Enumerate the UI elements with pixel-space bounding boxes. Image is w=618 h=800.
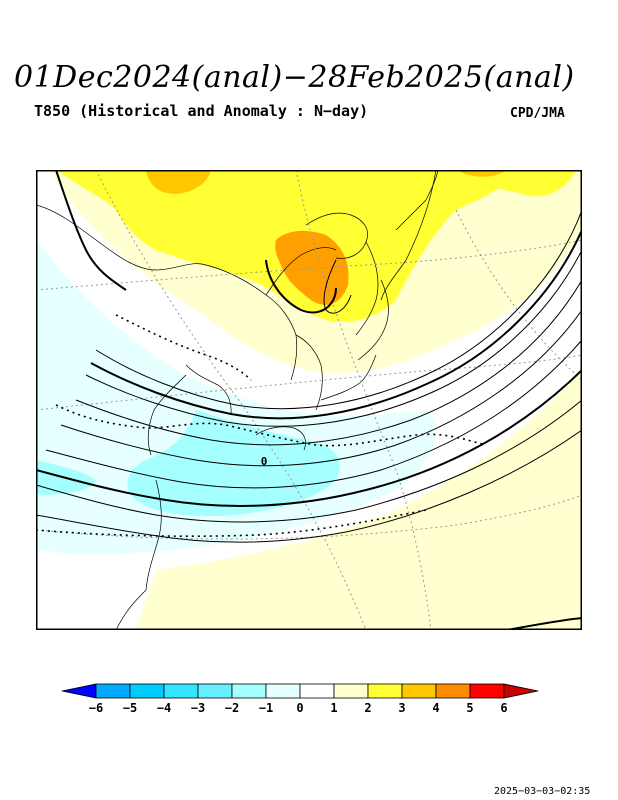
colorbar-segment	[197, 683, 233, 699]
colorbar-tick-label: 0	[296, 701, 303, 715]
colorbar-segment	[503, 683, 539, 699]
coastlines	[36, 170, 439, 630]
timestamp: 2025−03−03−02:35	[494, 786, 591, 797]
warm-anomaly-plus3-east	[456, 170, 506, 177]
colorbar-tick-label: 6	[500, 701, 507, 715]
agency-label: CPD/JMA	[510, 106, 565, 121]
colorbar-tick-label: −5	[123, 701, 137, 715]
colorbar-segment	[231, 683, 267, 699]
colorbar: −6 −5 −4 −3 −2 −1 0 1 2 3 4 5 6	[61, 683, 539, 715]
page-subtitle: T850 (Historical and Anomaly : N−day)	[34, 102, 369, 120]
temperature-contours	[36, 209, 582, 543]
zero-anomaly-contour	[36, 314, 487, 537]
colorbar-tick-label: 5	[466, 701, 473, 715]
warm-anomaly-plus1-south	[136, 370, 582, 630]
contour-label: 0	[261, 455, 268, 468]
colorbar-segment	[401, 683, 437, 699]
colorbar-tick-label: −1	[259, 701, 273, 715]
colorbar-tick-label: −4	[157, 701, 171, 715]
colorbar-segment	[129, 683, 165, 699]
colorbar-tick-label: 1	[330, 701, 337, 715]
colorbar-tick-label: −6	[89, 701, 103, 715]
colorbar-segment	[299, 683, 335, 699]
colorbar-segment	[435, 683, 471, 699]
map-border	[36, 170, 582, 630]
thick-contours	[36, 170, 582, 630]
colorbar-segment	[469, 683, 505, 699]
colorbar-labels: −6 −5 −4 −3 −2 −1 0 1 2 3 4 5 6	[89, 701, 508, 715]
colorbar-segment	[163, 683, 199, 699]
page-title: 01Dec2024(anal)−28Feb2025(anal)	[14, 60, 575, 95]
colorbar-tick-label: −2	[225, 701, 239, 715]
colorbar-tick-label: 4	[432, 701, 439, 715]
colorbar-tick-label: 3	[398, 701, 405, 715]
warm-anomaly-plus2-east	[446, 170, 576, 197]
colorbar-segment	[265, 683, 301, 699]
colorbar-tick-label: −3	[191, 701, 205, 715]
colorbar-segment	[61, 683, 97, 699]
colorbar-segment	[333, 683, 369, 699]
colorbar-segments	[61, 683, 539, 699]
warm-anomaly-plus3-north	[146, 170, 211, 194]
anomaly-map: 0	[36, 170, 582, 630]
colorbar-tick-label: 2	[364, 701, 371, 715]
colorbar-segment	[95, 683, 131, 699]
colorbar-segment	[367, 683, 403, 699]
